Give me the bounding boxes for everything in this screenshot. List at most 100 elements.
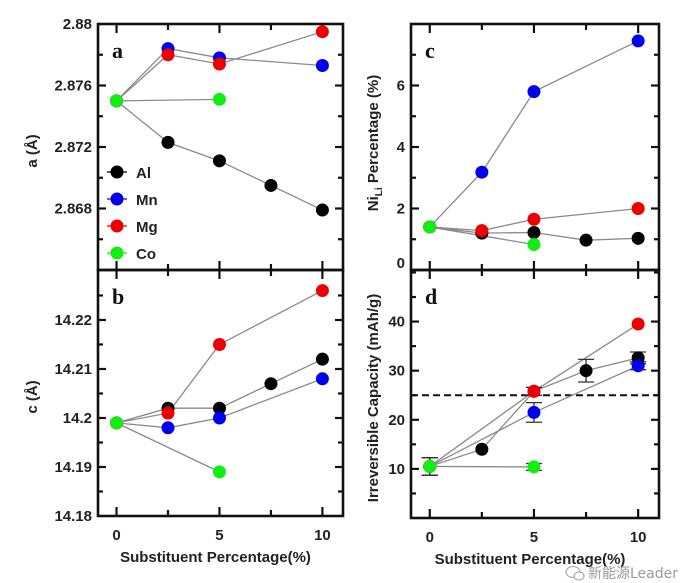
- y-tick-label: 4: [397, 139, 406, 156]
- y-axis-title: Irreversible Capacity (mAh/g): [365, 294, 382, 502]
- panel-c: 0 2 4 6 NiLi Percentage (%) c: [365, 22, 661, 272]
- legend-marker-co: [110, 246, 124, 260]
- point-co: [527, 460, 541, 474]
- y-axis-title: a (Å): [24, 134, 41, 167]
- y-tick-label: 6: [397, 78, 405, 95]
- point-co: [212, 92, 226, 106]
- point-al: [264, 178, 278, 192]
- point-al: [475, 442, 489, 456]
- y-tick-label: 2.876: [54, 78, 92, 95]
- panel-label: d: [425, 284, 437, 309]
- point-mg: [315, 284, 329, 298]
- point-mg: [315, 25, 329, 39]
- point-co: [423, 220, 437, 234]
- point-mg: [161, 48, 175, 62]
- point-mg: [212, 57, 226, 71]
- y-tick-label: 2.88: [63, 16, 92, 33]
- y-tick-label: 14.19: [54, 459, 92, 476]
- point-co: [423, 459, 437, 473]
- legend-marker-mg: [110, 219, 124, 233]
- y-axis-title-rest: Percentage (%): [365, 75, 382, 188]
- series-line-mn: [116, 378, 323, 429]
- x-tick-label: 5: [215, 527, 223, 544]
- panel-label: c: [425, 38, 435, 63]
- y-tick-label: 0: [397, 255, 405, 272]
- series-line-mn: [116, 47, 323, 102]
- point-mn: [315, 59, 329, 73]
- point-mg: [631, 317, 645, 331]
- y-tick-label: 14.2: [63, 410, 92, 427]
- point-co: [110, 94, 124, 108]
- x-tick-label: 0: [112, 527, 120, 544]
- legend-marker-al: [110, 165, 124, 179]
- y-tick-label: 2.872: [54, 139, 92, 156]
- point-mn: [161, 421, 175, 435]
- legend-label: Mg: [136, 219, 158, 236]
- x-axis-title: Substituent Percentage(%): [435, 551, 626, 568]
- y-axis-title-sub: Li: [374, 187, 385, 196]
- panel-label: a: [112, 38, 123, 63]
- point-co: [110, 416, 124, 430]
- point-mn: [631, 359, 645, 373]
- x-tick-label: 0: [426, 529, 434, 546]
- panel-label: b: [112, 284, 124, 309]
- series-line-mg: [429, 207, 639, 232]
- point-mg: [631, 202, 645, 215]
- legend-label: Mn: [136, 192, 158, 209]
- y-tick-label: 2: [397, 201, 405, 218]
- point-mn: [527, 405, 541, 419]
- y-tick-label: 30: [388, 363, 405, 380]
- point-al: [264, 377, 278, 391]
- x-tick-label: 10: [630, 529, 647, 546]
- point-mn: [315, 372, 329, 386]
- point-mn: [631, 34, 645, 48]
- panel-a: 2.868 2.872 2.876 2.88 a (Å) a Al Mn Mg Co: [24, 16, 345, 272]
- y-tick-label: 10: [388, 461, 405, 478]
- point-mg: [527, 212, 541, 226]
- wechat-icon: [565, 565, 585, 581]
- point-mn: [527, 85, 541, 99]
- y-tick-label: 20: [388, 412, 405, 429]
- y-tick-label: 14.21: [54, 361, 92, 378]
- point-al: [212, 154, 226, 168]
- series-line-mn: [429, 40, 639, 228]
- point-al: [579, 364, 593, 378]
- point-al: [579, 233, 593, 247]
- point-al: [161, 135, 175, 149]
- point-al: [527, 225, 541, 239]
- y-tick-label: 40: [388, 314, 405, 331]
- y-tick-label: 14.22: [54, 312, 92, 329]
- panel-b: 14.18 14.19 14.2 14.21 14.22 0 5 10Substituent …: [24, 268, 345, 566]
- legend-marker-mn: [110, 192, 124, 206]
- point-al: [631, 231, 645, 245]
- series-line-mg: [116, 290, 323, 424]
- x-tick-label: 5: [530, 529, 538, 546]
- series-line-co: [116, 422, 220, 473]
- point-mg: [527, 384, 541, 398]
- y-axis-title: c (Å): [24, 380, 41, 413]
- x-tick-label: 10: [314, 527, 331, 544]
- point-al: [315, 352, 329, 366]
- panel-frame: [96, 268, 345, 518]
- y-axis-title-main: Ni: [365, 196, 382, 211]
- series-line-co: [116, 98, 220, 102]
- point-mn: [475, 165, 489, 179]
- point-al: [315, 203, 329, 217]
- point-mg: [212, 337, 226, 351]
- point-co: [527, 237, 541, 251]
- y-axis-title: NiLi Percentage (%): [365, 75, 385, 211]
- watermark: 新能源Leader: [588, 566, 678, 582]
- point-mg: [475, 224, 489, 238]
- point-al: [212, 401, 226, 415]
- y-tick-label: 14.18: [54, 508, 92, 525]
- legend-label: Al: [136, 165, 151, 182]
- point-co: [212, 465, 226, 479]
- x-axis-title: Substituent Percentage(%): [120, 549, 311, 566]
- series-line-mg: [116, 31, 323, 102]
- point-mn: [212, 411, 226, 425]
- y-tick-label: 2.868: [54, 201, 92, 218]
- legend-label: Co: [136, 246, 156, 263]
